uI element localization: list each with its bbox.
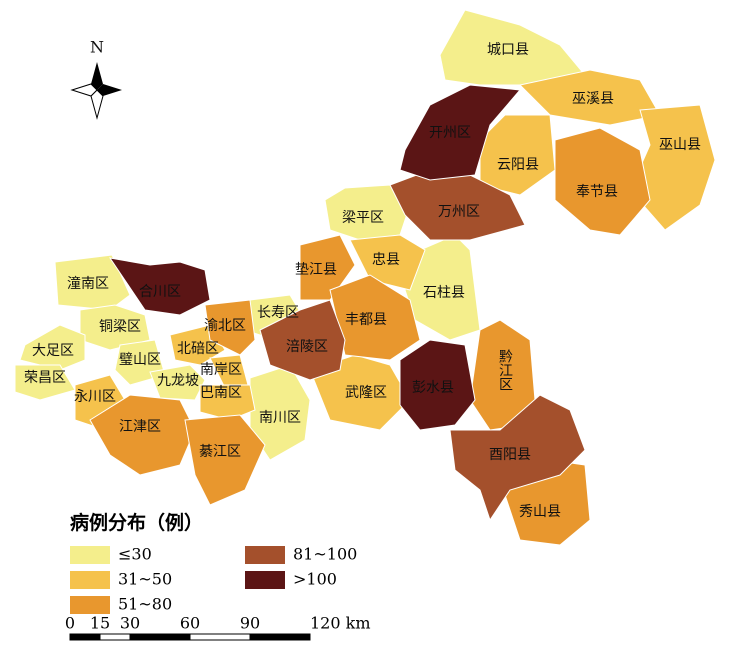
district: [479, 114, 556, 196]
scale-segment: [249, 633, 311, 641]
scale-segment: [129, 633, 191, 641]
district-label: 南岸区: [200, 362, 242, 378]
scale-segment: [189, 633, 251, 641]
district-label: 城口县: [487, 42, 529, 58]
scale-label: 30: [120, 614, 140, 633]
district-label: 开州区: [429, 125, 471, 141]
district: [204, 299, 256, 356]
regions: [14, 9, 716, 546]
district-label: 酉阳县: [489, 447, 531, 463]
district: [554, 127, 651, 236]
arrow-west: [70, 83, 98, 97]
district-label: 綦江区: [199, 444, 241, 460]
scale-label: 0: [65, 614, 75, 633]
district-label: 璧山区: [119, 351, 161, 368]
district-label: 长寿区: [257, 304, 299, 321]
district: [14, 364, 76, 401]
district-label: 万州区: [438, 204, 480, 220]
arrow-east: [97, 84, 122, 96]
district-label: 巫山县: [659, 137, 701, 153]
north-label: N: [90, 38, 104, 57]
district-label: 涪陵区: [286, 339, 328, 355]
district-label: 北碚区: [177, 341, 219, 357]
legend: ≤30 31~50 51~80 81~100 >100: [70, 545, 357, 614]
legend-swatch: [70, 546, 110, 564]
arrow-north: [91, 62, 103, 90]
district-label: 九龙坡: [157, 373, 199, 389]
scale-label: 15: [90, 614, 110, 633]
legend-label: 51~80: [118, 595, 172, 614]
district: [54, 254, 131, 311]
legend-label: 31~50: [118, 570, 172, 589]
district-label: 云阳县: [497, 157, 539, 173]
district-label: 奉节县: [576, 184, 618, 200]
district: [399, 339, 476, 431]
district: [324, 184, 411, 241]
district: [19, 324, 86, 371]
district-label: 江津区: [119, 419, 161, 435]
district: [89, 394, 196, 476]
scale-label: 120 km: [310, 614, 371, 633]
district: [259, 299, 346, 381]
scale-bar: 0 15 30 60 90 120 km: [65, 614, 371, 641]
district-label: 永川区: [74, 389, 116, 405]
district-label: 荣昌区: [24, 370, 66, 386]
district: [399, 84, 522, 181]
district-label: 巫溪县: [572, 91, 614, 107]
district: [629, 104, 716, 231]
district-label: 梁平区: [342, 210, 384, 226]
district-label: 秀山县: [519, 504, 561, 520]
scale-segment: [69, 633, 101, 641]
legend-swatch: [70, 596, 110, 614]
legend-label: >100: [293, 570, 337, 589]
legend-label: 81~100: [293, 545, 357, 564]
north-arrow: N: [70, 38, 122, 120]
district-label: 合川区: [139, 284, 181, 300]
district: [449, 394, 586, 522]
district-label: 巴南区: [200, 385, 242, 401]
district-label: 潼南区: [67, 275, 109, 292]
district-label: 铜梁区: [99, 319, 141, 335]
district: [184, 414, 266, 506]
legend-title: 病例分布（例）: [70, 511, 203, 534]
district-label: 垫江县: [295, 262, 337, 278]
scale-label: 60: [180, 614, 200, 633]
legend-label: ≤30: [118, 545, 152, 564]
district-label: 渝北区: [204, 318, 246, 334]
district-label: 忠县: [372, 252, 400, 268]
district-label: 彭水县: [412, 380, 454, 396]
district: [108, 257, 211, 316]
district: [329, 274, 421, 361]
district-label: 黔江区: [497, 349, 513, 391]
district-label: 丰都县: [345, 312, 387, 328]
district-label: 石柱县: [423, 285, 465, 301]
district-label: 武隆区: [345, 385, 387, 401]
district-label: 大足区: [32, 343, 74, 359]
legend-swatch: [70, 571, 110, 589]
legend-swatch: [245, 571, 285, 589]
scale-label: 90: [240, 614, 260, 633]
district: [199, 384, 256, 421]
district-label: 南川区: [259, 410, 301, 426]
district: [299, 234, 356, 301]
legend-swatch: [245, 546, 285, 564]
scale-segment: [99, 633, 131, 641]
